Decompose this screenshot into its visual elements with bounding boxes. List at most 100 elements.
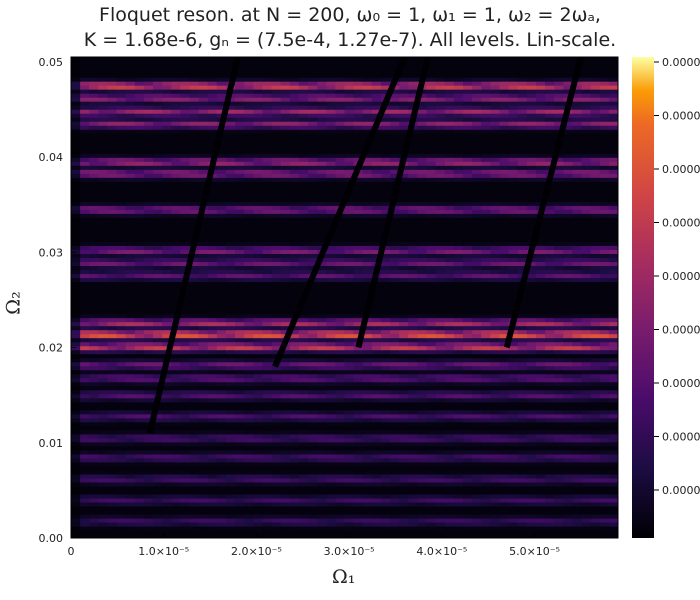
heatmap-cell: [490, 241, 501, 246]
heatmap-cell: [499, 425, 510, 431]
heatmap-cell: [608, 485, 618, 491]
heatmap-cell: [271, 513, 282, 519]
heatmap-cell: [143, 261, 154, 267]
heatmap-cell: [180, 425, 191, 431]
heatmap-cell: [426, 297, 437, 303]
heatmap-cell: [289, 365, 300, 371]
heatmap-cell: [472, 409, 482, 415]
heatmap-cell: [189, 369, 200, 375]
heatmap-cell: [298, 389, 309, 395]
heatmap-cell: [71, 297, 81, 303]
heatmap-cell: [453, 225, 464, 230]
heatmap-cell: [244, 433, 254, 439]
heatmap-cell: [353, 357, 364, 363]
heatmap-cell: [198, 473, 209, 479]
heatmap-cell: [216, 529, 227, 535]
heatmap-cell: [517, 237, 528, 242]
heatmap-cell: [216, 525, 227, 531]
heatmap-cell: [371, 373, 382, 379]
heatmap-cell: [390, 365, 400, 371]
heatmap-cell: [508, 281, 519, 287]
heatmap-cell: [417, 337, 428, 343]
heatmap-cell: [189, 449, 200, 455]
heatmap-cell: [317, 377, 327, 383]
heatmap-cell: [225, 325, 236, 331]
heatmap-cell: [71, 293, 81, 299]
heatmap-cell: [490, 237, 501, 242]
heatmap-cell: [235, 417, 245, 423]
heatmap-cell: [207, 237, 218, 242]
heatmap-cell: [463, 345, 473, 351]
heatmap-cell: [207, 277, 218, 283]
heatmap-cell: [89, 481, 99, 487]
heatmap-cell: [481, 429, 491, 435]
heatmap-cell: [545, 233, 555, 238]
heatmap-cell: [390, 285, 400, 291]
heatmap-cell: [216, 465, 227, 471]
heatmap-cell: [390, 349, 400, 355]
heatmap-cell: [189, 377, 200, 383]
heatmap-cell: [572, 245, 583, 250]
heatmap-cell: [180, 249, 191, 255]
heatmap-cell: [289, 269, 300, 275]
heatmap-cell: [107, 421, 118, 427]
heatmap-cell: [326, 501, 336, 507]
heatmap-cell: [225, 373, 236, 379]
heatmap-cell: [417, 365, 428, 371]
heatmap-cell: [280, 425, 291, 431]
heatmap-cell: [207, 321, 218, 327]
heatmap-cell: [481, 525, 491, 531]
heatmap-cell: [344, 405, 355, 411]
heatmap-cell: [143, 493, 154, 499]
heatmap-cell: [326, 493, 336, 499]
heatmap-cell: [326, 533, 336, 538]
heatmap-cell: [581, 393, 592, 399]
heatmap-cell: [298, 221, 309, 226]
heatmap-cell: [599, 305, 610, 311]
heatmap-cell: [599, 533, 610, 538]
heatmap-cell: [235, 373, 245, 379]
heatmap-cell: [235, 297, 245, 303]
heatmap-cell: [353, 469, 364, 475]
heatmap-cell: [526, 321, 537, 327]
heatmap-cell: [481, 477, 491, 483]
heatmap-cell: [499, 509, 510, 515]
heatmap-cell: [535, 521, 546, 527]
heatmap-cell: [216, 241, 227, 246]
heatmap-cell: [526, 489, 537, 495]
heatmap-cell: [308, 469, 318, 475]
heatmap-cell: [289, 513, 300, 519]
heatmap-cell: [98, 221, 109, 226]
heatmap-cell: [198, 365, 209, 371]
heatmap-cell: [371, 521, 382, 527]
heatmap-cell: [98, 457, 109, 463]
heatmap-cell: [481, 213, 491, 218]
heatmap-cell: [153, 305, 163, 311]
heatmap-cell: [271, 369, 282, 375]
heatmap-cell: [526, 465, 537, 471]
heatmap-cell: [235, 505, 245, 511]
heatmap-cell: [472, 341, 482, 347]
heatmap-cell: [71, 329, 81, 335]
heatmap-cell: [134, 237, 145, 242]
heatmap-cell: [499, 225, 510, 230]
heatmap-cell: [517, 269, 528, 275]
heatmap-cell: [563, 521, 574, 527]
heatmap-cell: [362, 413, 373, 419]
heatmap-cell: [207, 437, 218, 443]
heatmap-cell: [253, 529, 264, 535]
heatmap-cell: [271, 293, 282, 299]
heatmap-cell: [143, 521, 154, 527]
heatmap-cell: [253, 389, 264, 395]
heatmap-cell: [444, 261, 455, 267]
heatmap-cell: [80, 309, 90, 315]
heatmap-cell: [599, 493, 610, 499]
heatmap-cell: [563, 353, 574, 359]
heatmap-cell: [180, 321, 191, 327]
heatmap-cell: [107, 517, 118, 523]
heatmap-cell: [362, 473, 373, 479]
heatmap-cell: [472, 385, 482, 391]
heatmap-cell: [153, 377, 163, 383]
heatmap-cell: [572, 217, 583, 222]
heatmap-cell: [262, 261, 273, 267]
